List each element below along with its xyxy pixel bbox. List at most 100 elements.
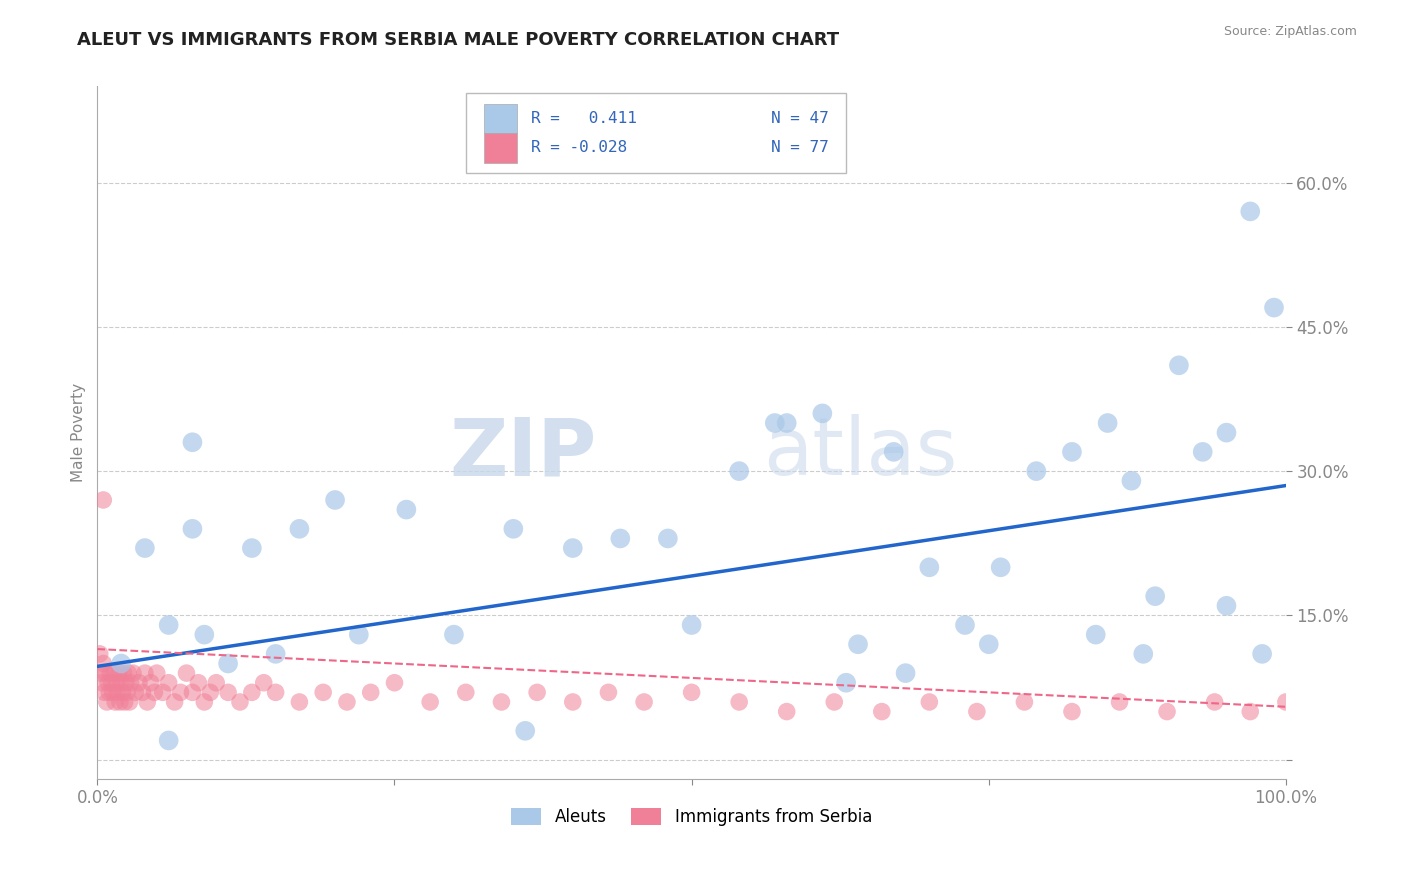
Point — [96, 695, 118, 709]
Point — [91, 493, 114, 508]
Point — [115, 685, 138, 699]
Point — [1132, 647, 1154, 661]
Point — [1097, 416, 1119, 430]
Point — [101, 685, 124, 699]
Point — [115, 675, 138, 690]
Point — [633, 695, 655, 709]
Point — [1191, 445, 1213, 459]
Point — [134, 666, 156, 681]
Point — [728, 464, 751, 478]
Point — [288, 695, 311, 709]
Point — [811, 406, 834, 420]
Point — [163, 695, 186, 709]
Point — [1156, 705, 1178, 719]
Point — [1263, 301, 1285, 315]
Point — [883, 445, 905, 459]
Point — [169, 685, 191, 699]
Point — [835, 675, 858, 690]
Point — [114, 695, 136, 709]
Point — [122, 666, 145, 681]
Point — [91, 675, 114, 690]
Point — [1168, 359, 1191, 373]
Point — [181, 685, 204, 699]
Point — [176, 666, 198, 681]
Legend: Aleuts, Immigrants from Serbia: Aleuts, Immigrants from Serbia — [505, 801, 879, 833]
Point — [157, 675, 180, 690]
Point — [90, 666, 112, 681]
Point — [91, 657, 114, 671]
Point — [1239, 204, 1261, 219]
Point — [561, 541, 583, 555]
Point — [181, 435, 204, 450]
Text: R =   0.411: R = 0.411 — [531, 111, 637, 126]
Point — [419, 695, 441, 709]
Text: N = 77: N = 77 — [770, 141, 828, 155]
Point — [1239, 705, 1261, 719]
Point — [360, 685, 382, 699]
Point — [953, 618, 976, 632]
Text: ZIP: ZIP — [450, 415, 596, 492]
Point — [1144, 589, 1167, 603]
Point — [117, 666, 139, 681]
Point — [100, 666, 122, 681]
Text: atlas: atlas — [763, 415, 957, 492]
Text: ALEUT VS IMMIGRANTS FROM SERBIA MALE POVERTY CORRELATION CHART: ALEUT VS IMMIGRANTS FROM SERBIA MALE POV… — [77, 31, 839, 49]
Point — [681, 618, 703, 632]
Point — [990, 560, 1012, 574]
Point — [598, 685, 620, 699]
Point — [443, 627, 465, 641]
Point — [609, 532, 631, 546]
Point — [977, 637, 1000, 651]
Point — [264, 685, 287, 699]
Point — [918, 695, 941, 709]
Bar — [484, 134, 517, 162]
Point — [1121, 474, 1143, 488]
Point — [124, 685, 146, 699]
Point — [217, 657, 239, 671]
Point — [561, 695, 583, 709]
Point — [107, 685, 129, 699]
Point — [1215, 599, 1237, 613]
Point — [1215, 425, 1237, 440]
Point — [108, 695, 131, 709]
Y-axis label: Male Poverty: Male Poverty — [72, 383, 86, 483]
Point — [229, 695, 252, 709]
Point — [110, 675, 132, 690]
Point — [111, 685, 134, 699]
FancyBboxPatch shape — [465, 94, 846, 173]
Point — [139, 675, 162, 690]
Point — [918, 560, 941, 574]
Point — [454, 685, 477, 699]
Point — [146, 666, 169, 681]
Point — [728, 695, 751, 709]
Point — [97, 675, 120, 690]
Point — [870, 705, 893, 719]
Point — [1025, 464, 1047, 478]
Point — [193, 695, 215, 709]
Point — [894, 666, 917, 681]
Point — [187, 675, 209, 690]
Point — [515, 723, 537, 738]
Point — [93, 685, 115, 699]
Point — [347, 627, 370, 641]
Point — [336, 695, 359, 709]
Point — [288, 522, 311, 536]
Point — [526, 685, 548, 699]
Point — [131, 685, 153, 699]
Point — [681, 685, 703, 699]
Point — [846, 637, 869, 651]
Point — [205, 675, 228, 690]
Point — [1014, 695, 1036, 709]
Point — [152, 685, 174, 699]
Point — [100, 675, 122, 690]
Point — [1275, 695, 1298, 709]
Point — [1060, 445, 1083, 459]
Point — [193, 627, 215, 641]
Point — [1060, 705, 1083, 719]
Point — [323, 493, 346, 508]
Point — [657, 532, 679, 546]
Point — [776, 416, 799, 430]
Point — [823, 695, 845, 709]
Point — [312, 685, 335, 699]
Point — [384, 675, 406, 690]
